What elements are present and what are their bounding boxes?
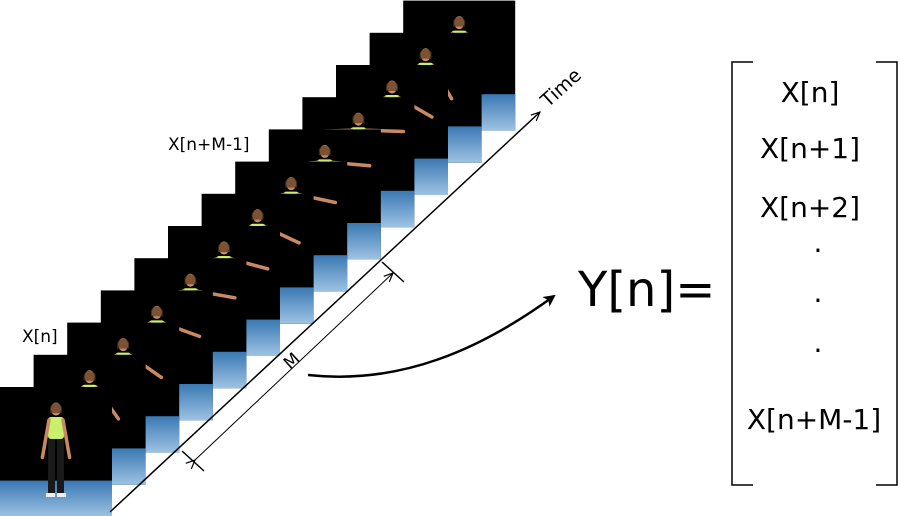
vector-ellipsis-dot: . [814, 226, 823, 259]
vector-entry: X[n+1] [760, 132, 860, 165]
window-length-label: M [280, 349, 304, 374]
frame-label-first: X[n] [22, 327, 58, 347]
window-length-bracket [181, 261, 405, 472]
time-axis-label: Time [536, 64, 586, 112]
video-frame [0, 387, 112, 516]
person-figure [40, 402, 72, 497]
equation-lhs: Y[n]= [577, 262, 715, 318]
frame-label-last: X[n+M-1] [168, 135, 250, 155]
mapping-arrow [307, 294, 556, 378]
vector-entry: X[n] [781, 76, 840, 109]
vector-bracket-left [731, 61, 753, 486]
vector-bracket-right [876, 61, 898, 486]
frame-stack [0, 0, 516, 516]
vector-ellipsis-dot: . [814, 326, 823, 359]
vector-entry: X[n+M-1] [747, 403, 881, 436]
vector-ellipsis-dot: . [814, 276, 823, 309]
vector-entry: X[n+2] [760, 191, 860, 224]
